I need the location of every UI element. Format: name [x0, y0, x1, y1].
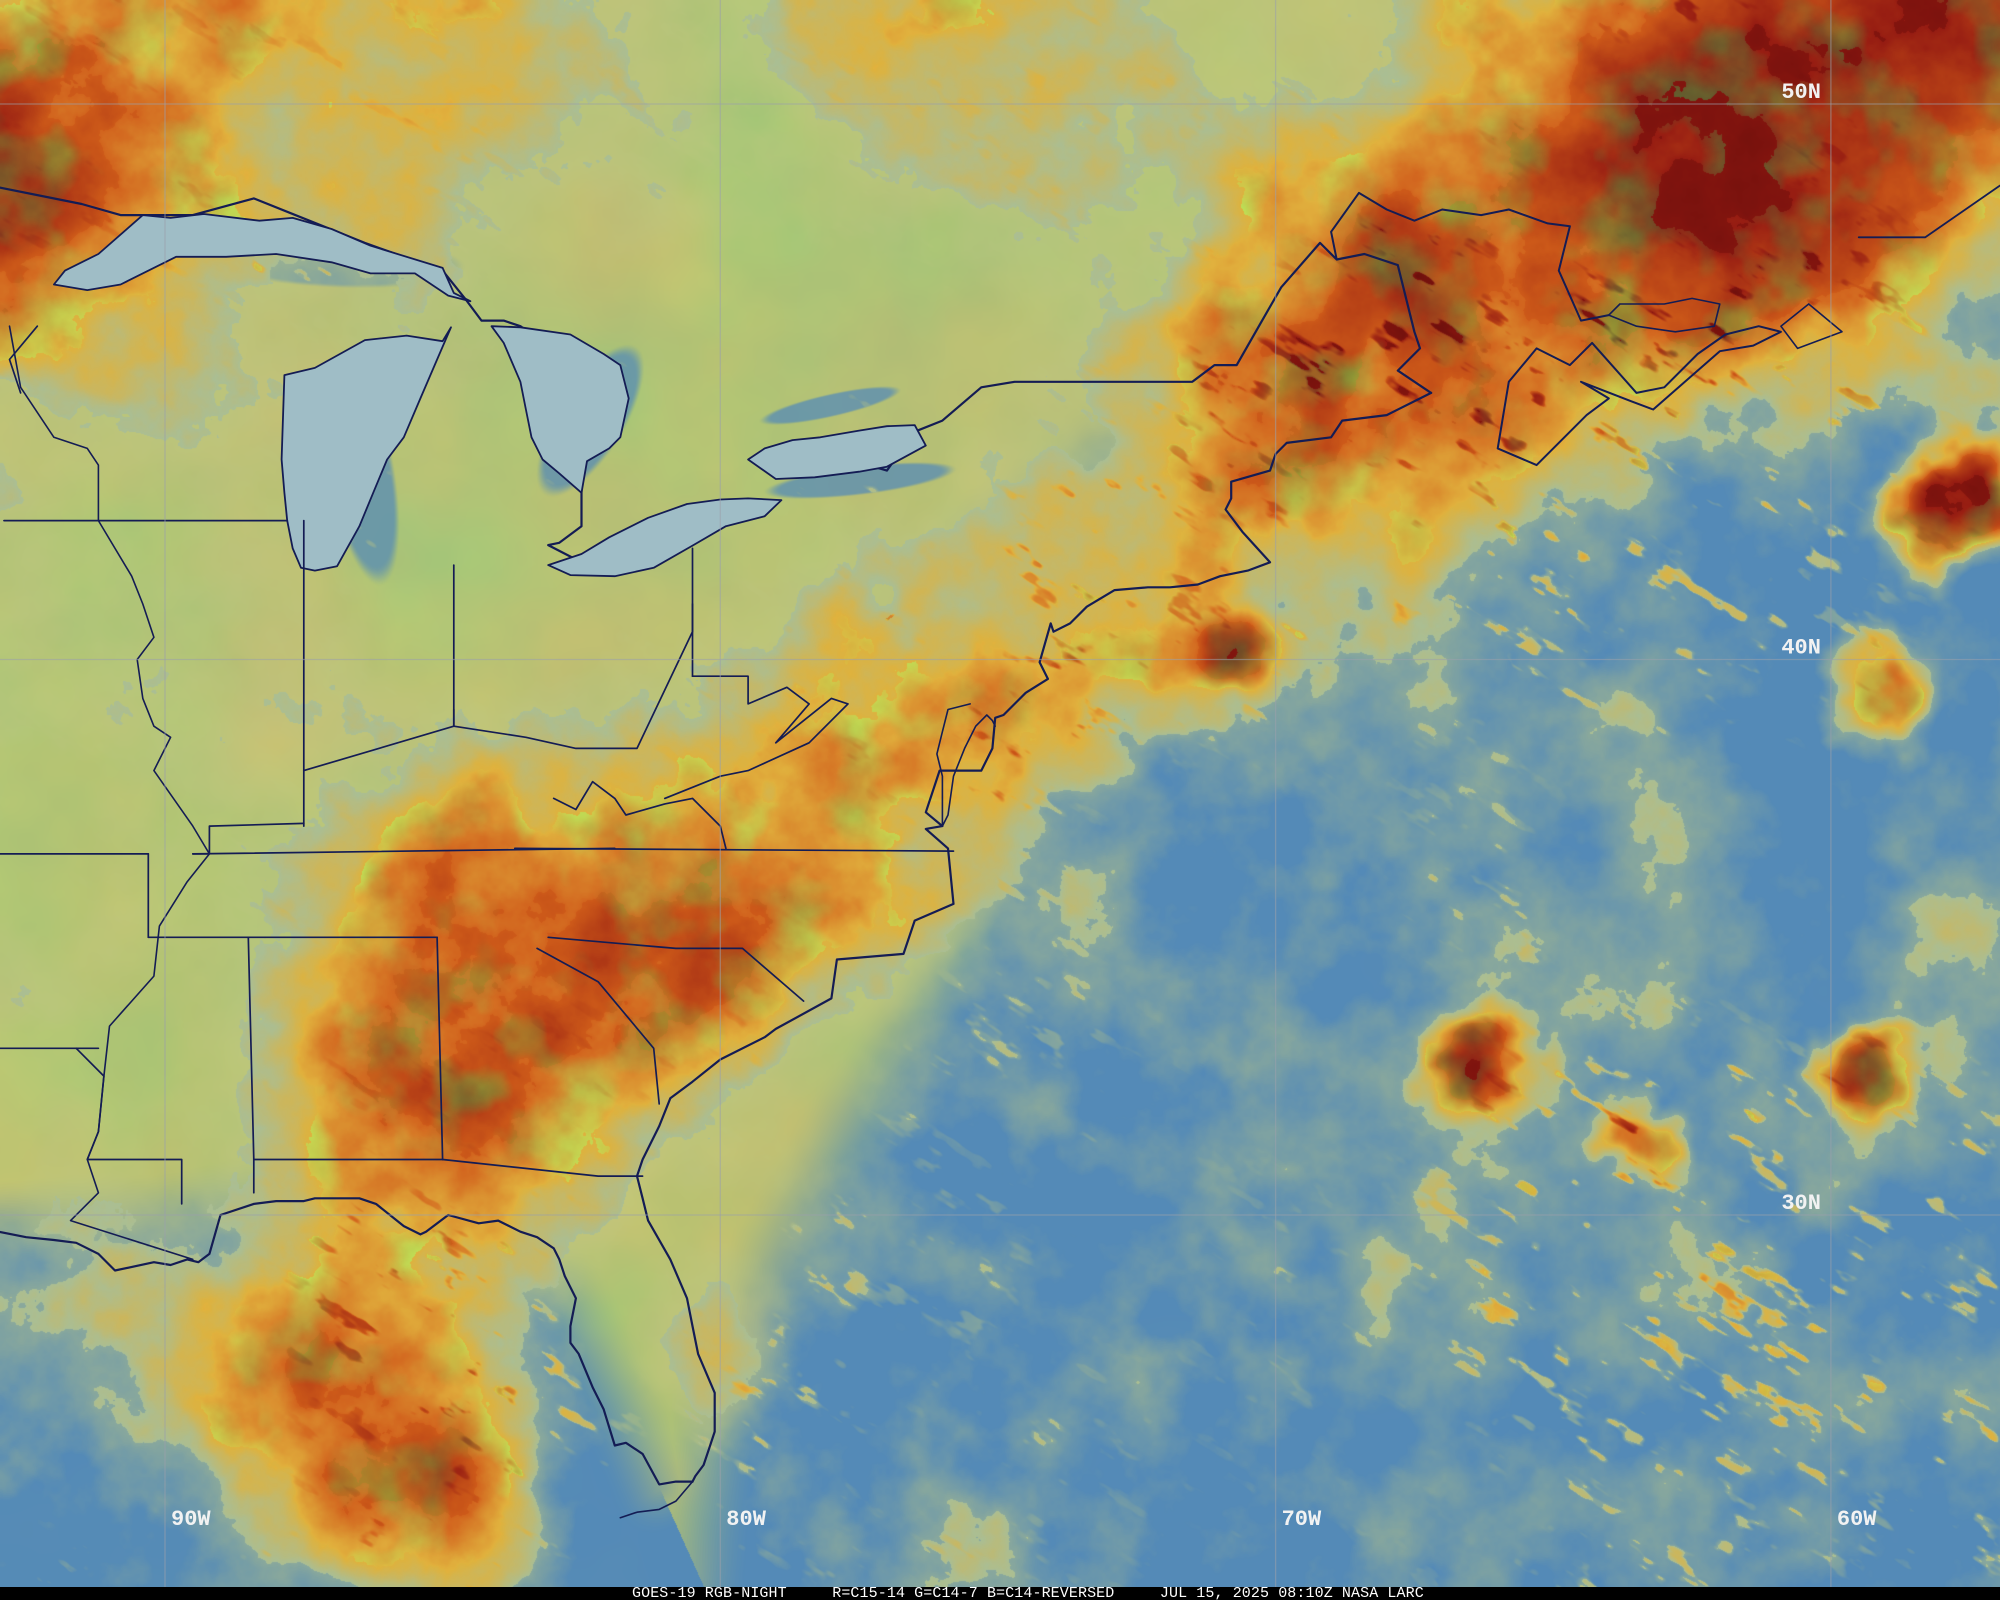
svg-text:70W: 70W [1282, 1507, 1322, 1532]
svg-text:80W: 80W [726, 1507, 766, 1532]
svg-text:90W: 90W [171, 1507, 211, 1532]
svg-text:50N: 50N [1781, 80, 1821, 105]
svg-text:30N: 30N [1781, 1191, 1821, 1216]
svg-text:60W: 60W [1837, 1507, 1877, 1532]
svg-text:40N: 40N [1781, 636, 1821, 661]
svg-text:GOES-19 RGB-NIGHT R=C15-14: GOES-19 RGB-NIGHT R=C15-14 G=C14-7 B=C14… [632, 1585, 1424, 1600]
